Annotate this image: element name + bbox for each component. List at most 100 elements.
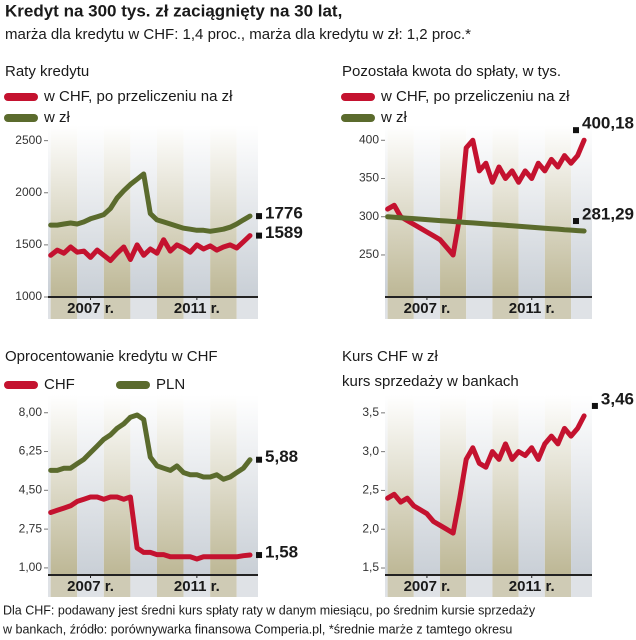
year-stripe <box>466 125 493 297</box>
year-stripe <box>210 125 237 297</box>
legend-label: w CHF, po przeliczeniu na zł <box>380 88 570 105</box>
axis-band <box>156 297 184 319</box>
axis-band <box>387 575 414 597</box>
panel-subtitle: kurs sprzedaży w bankach <box>342 373 519 390</box>
year-stripe <box>210 395 237 575</box>
end-marker <box>256 213 263 220</box>
axis-band <box>413 575 441 597</box>
y-tick-label: 1500 <box>15 237 42 251</box>
axis-band <box>130 297 157 319</box>
axis-band <box>544 297 572 319</box>
year-stripe <box>77 125 104 297</box>
x-tick-label: 2007 r. <box>404 300 451 317</box>
year-stripe <box>156 125 184 297</box>
axis-band <box>103 575 131 597</box>
end-marker <box>573 218 579 225</box>
y-tick-label: 1000 <box>15 289 42 303</box>
axis-band <box>48 575 51 597</box>
axis-band <box>50 297 78 319</box>
panel-title: Raty kredytu <box>5 63 89 80</box>
y-tick-label: 2,75 <box>19 521 43 535</box>
year-stripe <box>236 125 258 297</box>
axis-band <box>466 575 493 597</box>
year-stripe <box>48 395 51 575</box>
end-marker <box>591 402 598 409</box>
year-stripe <box>183 125 211 297</box>
axis-band <box>571 297 592 319</box>
axis-band <box>518 575 545 597</box>
end-marker <box>256 456 263 463</box>
axis-band <box>492 297 519 319</box>
axis-band <box>50 575 78 597</box>
series-line <box>48 412 253 482</box>
panel-title: Pozostała kwota do spłaty, w tys. <box>342 63 561 80</box>
main-title: Kredyt na 300 tys. zł zaciągnięty na 30 … <box>5 1 342 20</box>
x-tick-label: 2011 r. <box>174 300 220 317</box>
y-tick-label: 300 <box>359 209 379 223</box>
main-subtitle: marża dla kredytu w CHF: 1,4 proc., marż… <box>5 26 471 43</box>
year-stripe <box>492 395 519 575</box>
axis-band <box>544 575 572 597</box>
year-stripe <box>492 125 519 297</box>
axis-band <box>518 297 545 319</box>
footnote: Dla CHF: podawany jest średni kurs spłat… <box>3 603 536 617</box>
legend-label: CHF <box>44 376 75 393</box>
year-stripe <box>77 395 104 575</box>
axis-band <box>236 575 258 597</box>
y-tick-label: 3,5 <box>362 405 379 419</box>
axis-band <box>77 297 104 319</box>
legend-label: PLN <box>156 376 185 393</box>
year-stripe <box>50 395 78 575</box>
x-tick-label: 2011 r. <box>509 578 555 595</box>
axis-band <box>48 297 51 319</box>
end-label: 3,46 <box>601 389 634 408</box>
end-label: 400,18 <box>582 114 634 133</box>
footnote: w bankach, źródło: porównywarka finansow… <box>2 622 512 636</box>
legend-label: w zł <box>380 109 408 126</box>
panel-title: Oprocentowanie kredytu w CHF <box>5 348 218 365</box>
year-stripe <box>385 395 388 575</box>
axis-band <box>385 297 388 319</box>
axis-band <box>440 297 467 319</box>
y-tick-label: 2000 <box>15 185 42 199</box>
axis-band <box>466 297 493 319</box>
year-stripe <box>413 395 441 575</box>
y-tick-label: 1,5 <box>362 560 379 574</box>
x-tick-label: 2007 r. <box>404 578 451 595</box>
series-line <box>385 214 587 234</box>
axis-band <box>210 297 237 319</box>
year-stripe <box>571 125 592 297</box>
series-line <box>48 171 253 234</box>
axis-band <box>236 297 258 319</box>
end-marker <box>256 552 263 559</box>
legend-label: w zł <box>43 109 71 126</box>
end-marker <box>573 127 579 134</box>
year-stripe <box>544 125 572 297</box>
axis-band <box>440 575 467 597</box>
end-label: 281,29 <box>582 205 634 224</box>
axis-band <box>492 575 519 597</box>
y-tick-label: 3,0 <box>362 444 379 458</box>
axis-band <box>385 575 388 597</box>
end-label: 1776 <box>265 204 303 223</box>
x-tick-label: 2011 r. <box>174 578 220 595</box>
axis-band <box>130 575 157 597</box>
end-marker <box>256 232 263 239</box>
y-tick-label: 1,00 <box>19 560 43 574</box>
series-line <box>385 413 587 536</box>
axis-band <box>183 575 211 597</box>
axis-band <box>103 297 131 319</box>
series-line <box>385 137 587 258</box>
series-line <box>48 233 253 263</box>
year-stripe <box>48 125 51 297</box>
year-stripe <box>544 395 572 575</box>
axis-band <box>571 575 592 597</box>
end-label: 1,58 <box>265 543 298 562</box>
year-stripe <box>413 125 441 297</box>
x-tick-label: 2011 r. <box>509 300 555 317</box>
y-tick-label: 2,5 <box>362 483 379 497</box>
x-tick-label: 2007 r. <box>67 300 114 317</box>
y-tick-label: 400 <box>359 132 379 146</box>
year-stripe <box>571 395 592 575</box>
y-tick-label: 4,50 <box>19 482 43 496</box>
